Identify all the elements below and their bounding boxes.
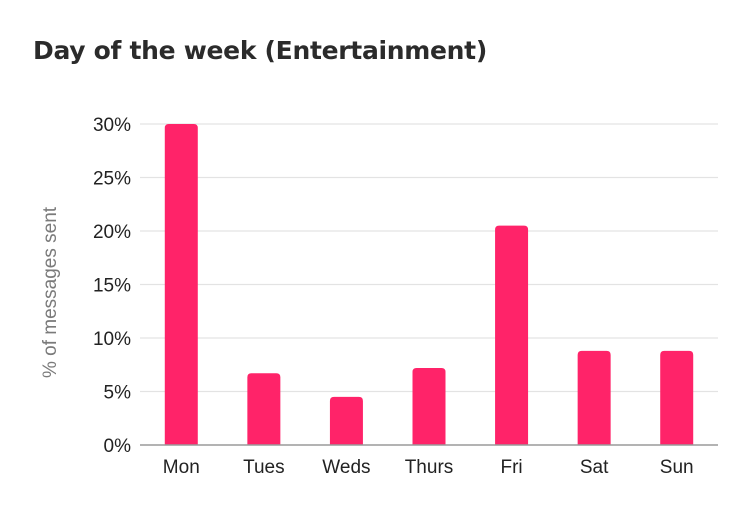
- bar-tues: [247, 373, 281, 445]
- x-tick-label: Weds: [322, 457, 370, 478]
- x-tick-label: Thurs: [405, 457, 454, 478]
- y-tick-label: 0%: [104, 436, 132, 457]
- gridlines: [140, 123, 718, 393]
- y-tick-label: 5%: [104, 383, 132, 404]
- y-axis-label: % of messages sent: [40, 206, 61, 378]
- x-tick-label: Sun: [660, 457, 694, 478]
- y-tick-label: 30%: [93, 115, 131, 136]
- x-tick-label: Tues: [243, 457, 285, 478]
- y-tick-label: 25%: [93, 169, 131, 190]
- bar-weds: [329, 396, 363, 445]
- x-axis-ticks: Mon Tues Weds Thurs Fri Sat Sun: [163, 457, 694, 478]
- x-tick-label: Sat: [580, 457, 609, 478]
- y-tick-label: 10%: [93, 329, 131, 350]
- y-tick-label: 20%: [93, 222, 131, 243]
- bar-thurs: [412, 367, 446, 445]
- y-axis-ticks: 0% 5% 10% 15% 20% 25% 30%: [93, 115, 131, 457]
- y-tick-label: 15%: [93, 276, 131, 297]
- bar-mon: [164, 124, 198, 445]
- bar-fri: [495, 225, 529, 445]
- x-tick-label: Mon: [163, 457, 200, 478]
- chart-title: Day of the week (Entertainment): [33, 36, 487, 65]
- bar-sun: [660, 350, 694, 445]
- x-tick-label: Fri: [500, 457, 522, 478]
- bar-sat: [577, 350, 611, 445]
- bars: [164, 124, 694, 445]
